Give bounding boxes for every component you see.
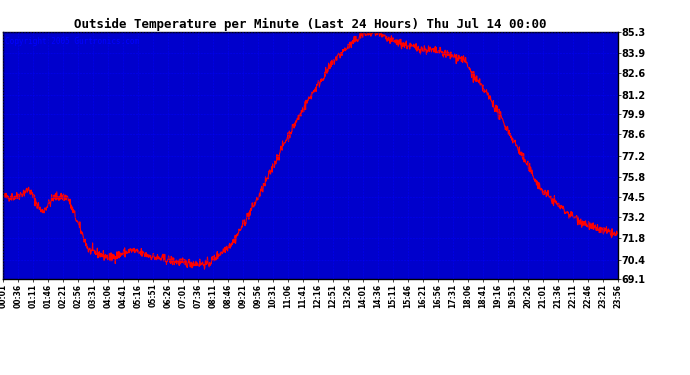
Text: Copyright 2005 Gurtronics.com: Copyright 2005 Gurtronics.com	[5, 37, 139, 46]
Title: Outside Temperature per Minute (Last 24 Hours) Thu Jul 14 00:00: Outside Temperature per Minute (Last 24 …	[75, 18, 546, 31]
